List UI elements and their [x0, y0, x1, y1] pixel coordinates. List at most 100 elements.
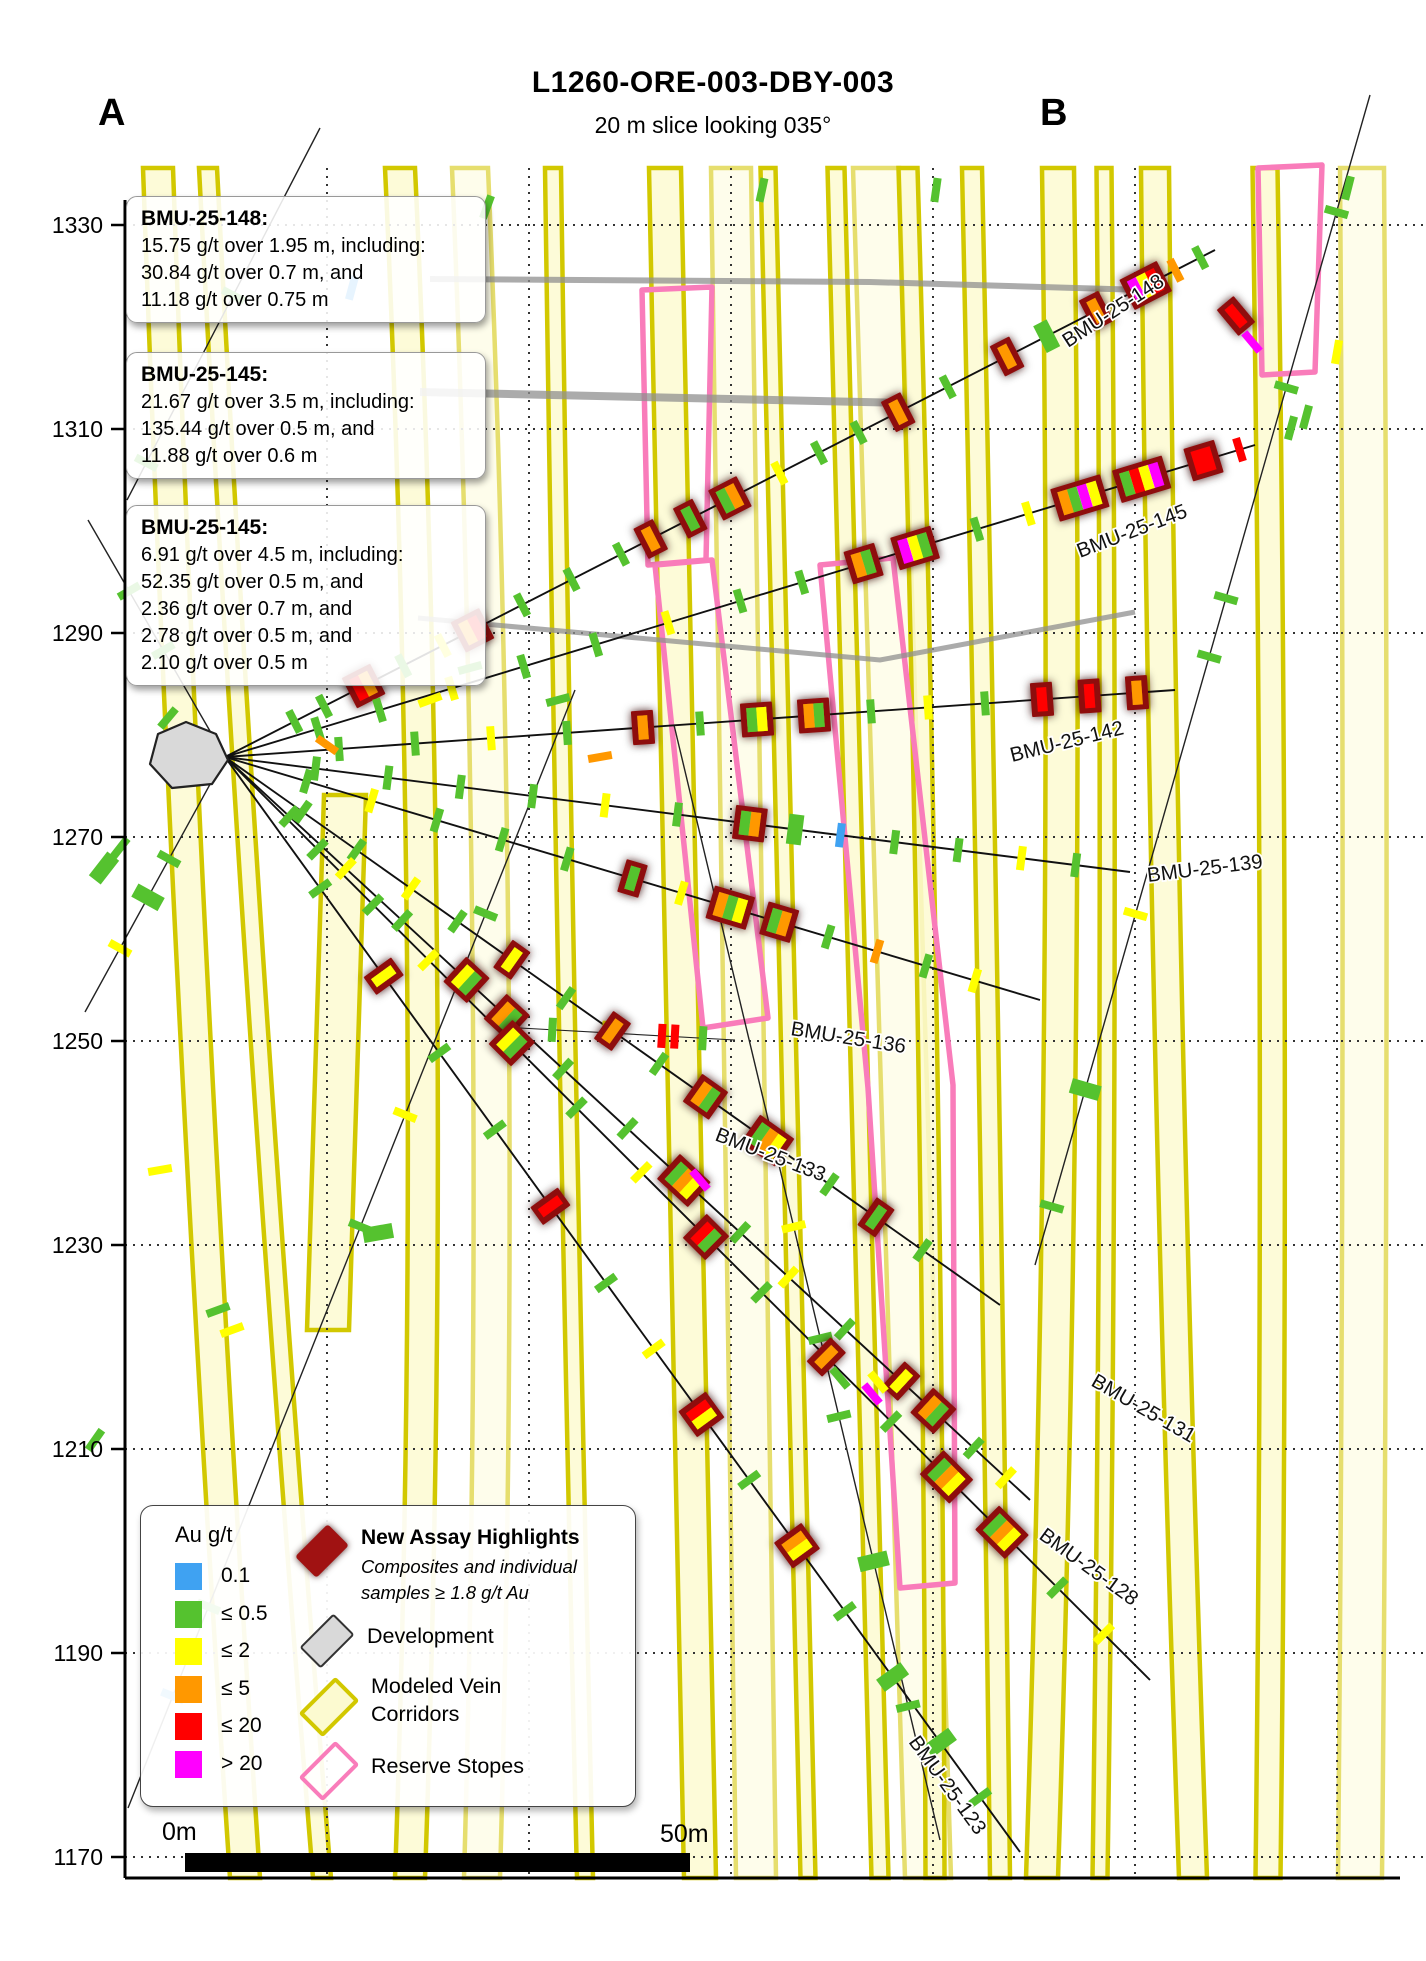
assay-interval-tick	[777, 1265, 800, 1289]
assay-interval-tick	[545, 693, 571, 707]
note-line: 2.36 g/t over 0.7 m, and	[141, 598, 353, 620]
assay-interval-tick	[314, 693, 334, 719]
swatch-green	[175, 1601, 202, 1628]
note-line: 21.67 g/t over 3.5 m, including:	[141, 391, 415, 413]
assay-marker-layer	[84, 175, 1355, 1808]
assay-interval-tick	[994, 1466, 1017, 1490]
assay-highlight-marker	[673, 498, 708, 539]
assay-interval-tick	[820, 924, 836, 950]
note-line: 52.35 g/t over 0.5 m, and	[141, 571, 364, 593]
assay-highlight-marker	[678, 1391, 725, 1437]
vein-corridor-icon	[298, 1676, 360, 1738]
assay-interval-tick	[555, 985, 577, 1011]
assay-interval-tick	[1330, 339, 1344, 365]
assay-interval-tick	[918, 953, 934, 979]
reserve-stope	[652, 557, 771, 1031]
assay-interval-tick	[732, 588, 748, 614]
assay-highlight-marker	[594, 1011, 631, 1051]
assay-highlight-marker	[857, 1197, 895, 1238]
assay-interval-tick	[809, 440, 829, 466]
assay-highlight-icon	[295, 1524, 349, 1578]
assay-highlight-marker	[881, 392, 916, 432]
assay-interval-tick	[1196, 649, 1222, 664]
assay-interval-tick	[547, 1017, 557, 1043]
assay-highlight-marker	[630, 709, 656, 746]
elevation-label: 1310	[52, 416, 103, 442]
assay-highlight-marker	[920, 1450, 973, 1504]
assay-interval-tick	[833, 1317, 856, 1341]
assay-interval-tick	[306, 837, 329, 861]
assay-interval-tick	[829, 1366, 851, 1390]
assay-highlight-marker	[796, 697, 832, 734]
vein-corridor	[959, 165, 1013, 1881]
assay-note-bmu-25-148: BMU-25-148: 15.75 g/t over 1.95 m, inclu…	[126, 196, 486, 323]
assay-interval-tick	[1191, 245, 1210, 271]
assay-interval-tick	[1323, 204, 1350, 220]
development-drive	[429, 276, 1146, 293]
assay-interval-tick	[527, 783, 539, 809]
swatch-label: ≤ 0.5	[221, 1602, 268, 1625]
assay-interval-tick	[1273, 380, 1299, 395]
assay-interval-tick	[1122, 906, 1149, 922]
section-end-b-label: B	[1040, 92, 1068, 134]
assay-interval-tick	[429, 807, 445, 833]
assay-highlight-marker	[1050, 474, 1110, 522]
assay-interval-tick	[611, 541, 631, 567]
vein-corridor	[1335, 165, 1389, 1881]
assay-interval-tick	[689, 1168, 711, 1192]
development-blob	[148, 720, 230, 790]
assay-interval-tick	[292, 799, 313, 824]
assay-interval-tick	[219, 1322, 245, 1338]
reserve-stope-layer	[639, 162, 1325, 1591]
note-line: 11.18 g/t over 0.75 m	[141, 289, 329, 311]
assay-interval-tick	[382, 765, 394, 791]
assay-highlight-marker	[363, 957, 404, 995]
legend-au-title: Au g/t	[175, 1522, 233, 1547]
assay-highlight-marker	[806, 1337, 846, 1377]
assay-highlight-marker	[975, 1505, 1029, 1559]
development-drive	[417, 609, 1136, 663]
assay-highlight-marker	[1183, 439, 1224, 482]
assay-note-bmu-25-145-a: BMU-25-145: 21.67 g/t over 3.5 m, includ…	[126, 352, 486, 479]
unlabeled-trace	[1034, 94, 1371, 1266]
swatch-label: 0.1	[221, 1564, 251, 1587]
assay-interval-tick	[698, 1025, 708, 1051]
note-line: 2.78 g/t over 0.5 m, and	[141, 625, 353, 647]
assay-highlight-marker	[1079, 291, 1114, 331]
assay-interval-tick	[867, 1370, 889, 1394]
elevation-label: 1230	[52, 1232, 103, 1258]
assay-interval-tick	[512, 592, 532, 618]
assay-interval-tick	[968, 1786, 993, 1808]
assay-interval-tick	[794, 569, 810, 595]
assay-interval-tick	[1232, 437, 1247, 463]
assay-interval-tick	[923, 1727, 957, 1758]
assay-interval-tick	[1284, 415, 1298, 441]
elevation-label: 1210	[52, 1436, 103, 1462]
assay-interval-tick	[88, 851, 120, 885]
assay-highlight-marker	[740, 1114, 795, 1167]
elevation-label: 1330	[52, 212, 103, 238]
assay-interval-tick	[1213, 590, 1239, 606]
assay-interval-tick	[417, 692, 443, 708]
assay-interval-tick	[562, 566, 581, 593]
vein-corridor	[1023, 165, 1080, 1881]
assay-interval-tick	[346, 838, 367, 863]
assay-highlight-marker	[708, 476, 752, 521]
legend-veins-label: Modeled Vein	[371, 1674, 502, 1698]
assay-interval-tick	[834, 822, 846, 848]
scalebar-50m-label: 50m	[660, 1820, 709, 1848]
scale-bar	[185, 1853, 690, 1872]
assay-interval-tick	[616, 1116, 639, 1141]
assay-interval-tick	[400, 876, 422, 901]
figure-subtitle: 20 m slice looking 035°	[594, 112, 832, 138]
assay-interval-tick	[1341, 175, 1355, 201]
axis-layer: 1330 1310 1290 1270 1250 1230 1210 1190 1170	[52, 200, 1400, 1880]
assay-note-bmu-25-145-b: BMU-25-145: 6.91 g/t over 4.5 m, includi…	[126, 505, 486, 686]
assay-interval-tick	[657, 1023, 667, 1049]
assay-interval-tick	[962, 1436, 985, 1460]
assay-interval-tick	[889, 829, 901, 855]
swatch-label: > 20	[221, 1752, 263, 1775]
assay-interval-tick	[285, 708, 304, 735]
note-title: BMU-25-145:	[141, 363, 269, 386]
